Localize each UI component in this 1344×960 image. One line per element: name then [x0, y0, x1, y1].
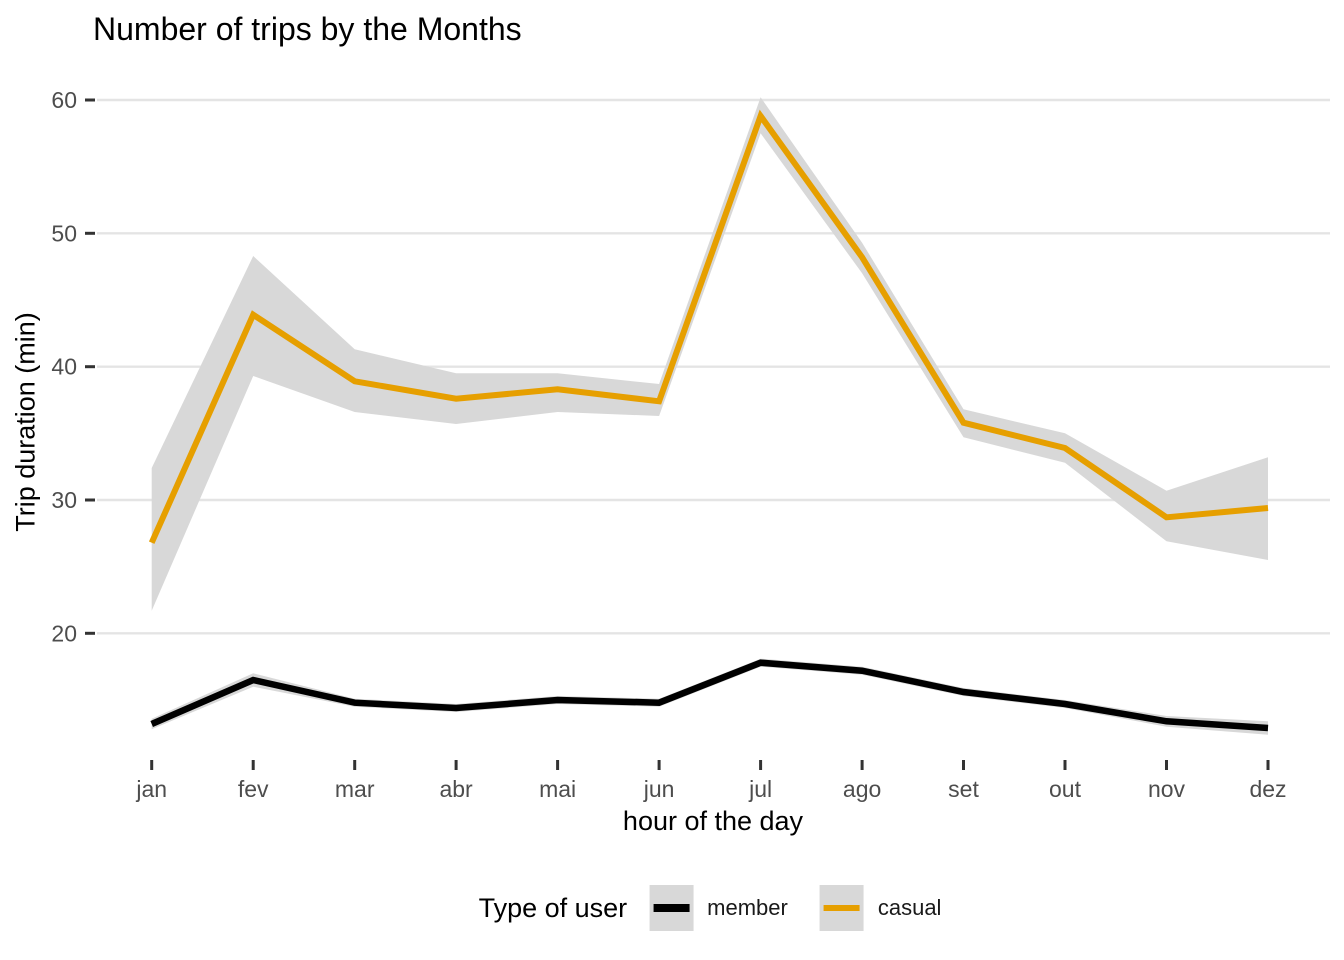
legend-label-casual: casual	[877, 895, 942, 920]
y-tick-label: 30	[51, 487, 77, 513]
x-tick-label: jul	[748, 776, 772, 802]
legend: Type of user member casual	[478, 884, 942, 932]
y-tick-label: 50	[51, 220, 77, 246]
legend-title: Type of user	[478, 892, 628, 923]
chart-title: Number of trips by the Months	[93, 11, 522, 47]
member-key-line-icon	[653, 904, 690, 912]
x-tick-label: ago	[843, 776, 881, 802]
casual-key-box	[819, 885, 864, 931]
legend-item-casual: casual	[819, 885, 942, 931]
x-tick-label: mai	[539, 776, 576, 802]
x-tick-label: fev	[238, 776, 269, 802]
legend-item-member: member	[649, 885, 788, 931]
legend-label-member: member	[707, 895, 788, 920]
y-tick-label: 20	[51, 620, 77, 646]
x-tick-label: set	[948, 776, 979, 802]
member-key-box	[649, 885, 694, 931]
x-tick-label: jun	[643, 776, 675, 802]
x-tick-label: abr	[439, 776, 473, 802]
y-axis-title: Trip duration (min)	[10, 312, 41, 532]
x-axis-title: hour of the day	[622, 806, 804, 836]
casual-key-line-icon	[823, 905, 860, 911]
y-tick-label: 40	[51, 354, 77, 380]
x-tick-label: out	[1049, 776, 1082, 802]
casual-ribbon	[151, 97, 1269, 611]
y-tick-label: 60	[51, 87, 77, 113]
x-tick-label: mar	[335, 776, 375, 802]
x-tick-label: dez	[1249, 776, 1286, 802]
member-line	[150, 659, 1269, 732]
x-tick-label: jan	[135, 776, 167, 802]
x-tick-label: nov	[1148, 776, 1186, 802]
casual-line	[148, 109, 1269, 544]
